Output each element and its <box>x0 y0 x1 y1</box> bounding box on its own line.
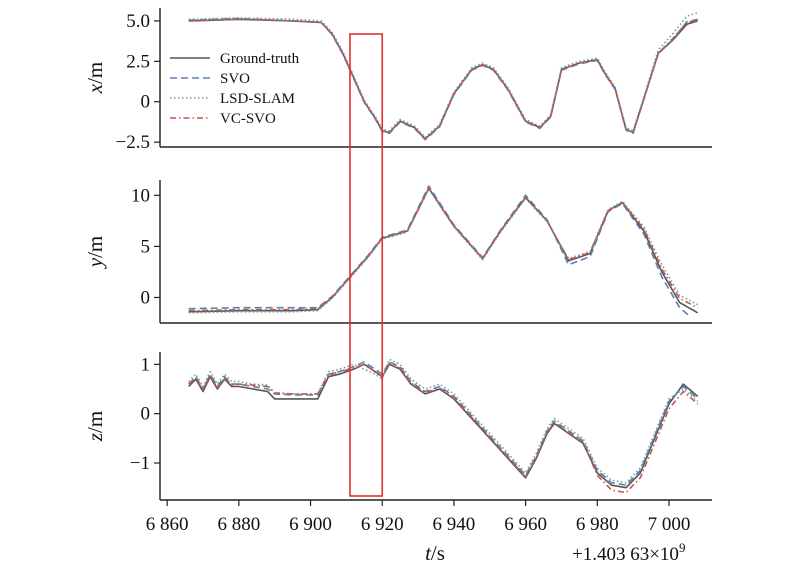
y-tick-label-x: −2.5 <box>116 132 150 153</box>
x-tick-label: 6 960 <box>504 514 547 535</box>
y-tick-label-z: 1 <box>141 354 151 375</box>
y-axis-label-unit-y: /m <box>83 236 107 258</box>
highlight-box <box>349 33 384 497</box>
x-axis-label-unit: /s <box>431 541 445 565</box>
series-line-x-vc-svo <box>188 18 698 140</box>
y-tick-label-y: 0 <box>141 287 151 308</box>
y-tick-label-x: 0 <box>141 92 151 113</box>
y-axis-label-var-z: z <box>83 433 107 442</box>
x-axis-offset-label: +1.403 63×109 <box>572 540 685 565</box>
x-axis-offset-exponent: 9 <box>679 540 686 555</box>
x-tick-label: 6 980 <box>576 514 619 535</box>
series-line-z-svo <box>188 361 699 486</box>
y-axis-label-y: y/m <box>83 236 107 270</box>
y-axis-label-var-x: x <box>83 83 107 94</box>
x-tick-label: 6 900 <box>289 514 332 535</box>
x-tick-label: 6 880 <box>217 514 260 535</box>
y-tick-label-z: −1 <box>130 453 150 474</box>
y-tick-label-x: 2.5 <box>126 51 150 72</box>
panel-x: 5.0 2.5 0 −2.5 x/m <box>83 8 712 153</box>
series-line-z-vc-svo <box>188 362 699 494</box>
panel-y: 10 5 0 y/m <box>83 180 712 324</box>
x-axis-label: t/s <box>425 541 445 565</box>
y-tick-label-y: 5 <box>141 236 151 257</box>
legend-label-ground-truth: Ground-truth <box>220 51 300 67</box>
series-line-y-lsd-slam <box>188 188 699 314</box>
series-line-z-ground-truth <box>188 363 699 489</box>
x-tick-label: 6 920 <box>361 514 404 535</box>
y-axis-label-z: z/m <box>83 411 107 442</box>
y-axis-label-unit-z: /m <box>83 411 107 433</box>
legend-label-vc-svo: VC-SVO <box>220 111 276 127</box>
x-tick-label: 6 860 <box>146 514 189 535</box>
y-tick-label-z: 0 <box>141 404 151 425</box>
legend-label-svo: SVO <box>220 71 250 87</box>
y-tick-label-y: 10 <box>131 185 150 206</box>
x-axis-label-var: t <box>425 541 432 565</box>
series-line-y-vc-svo <box>188 187 699 312</box>
y-tick-label-x: 5.0 <box>126 11 150 32</box>
x-axis-offset-prefix: +1.403 63×10 <box>572 544 679 565</box>
series-line-z-lsd-slam <box>188 358 699 484</box>
panel-z: 1 0 −1 z/m <box>83 352 712 501</box>
x-tick-label: 7 000 <box>648 514 691 535</box>
y-axis-label-unit-x: /m <box>83 62 107 84</box>
legend: Ground-truth SVO LSD-SLAM VC-SVO <box>170 51 300 127</box>
legend-label-lsd-slam: LSD-SLAM <box>220 91 295 107</box>
y-axis-label-var-y: y <box>83 257 107 269</box>
x-tick-label: 6 940 <box>433 514 476 535</box>
y-axis-label-x: x/m <box>83 62 107 95</box>
